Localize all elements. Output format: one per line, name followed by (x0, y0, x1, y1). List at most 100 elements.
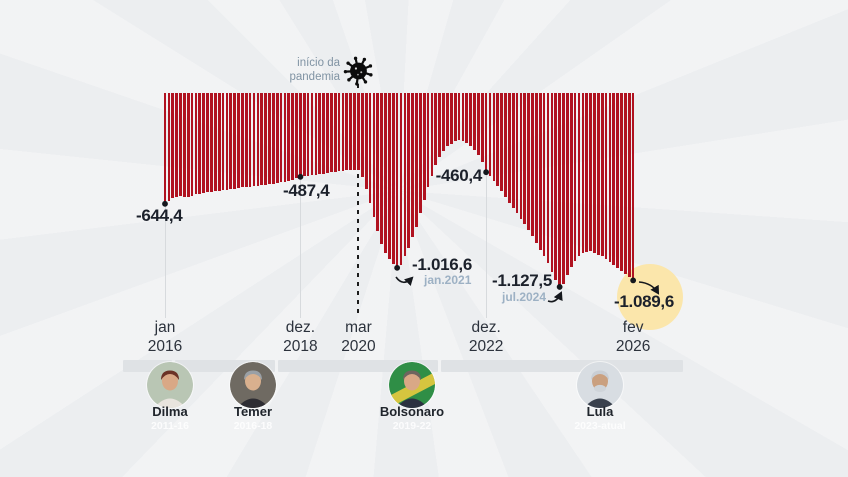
bar (167, 93, 171, 201)
x-tick-label: fev 2026 (585, 318, 681, 356)
president-photo (147, 362, 193, 408)
value-label: -1.016,6 (412, 255, 472, 274)
bar (538, 93, 542, 250)
bar (446, 93, 449, 147)
bar (589, 93, 592, 252)
bar (186, 93, 190, 198)
bar (484, 93, 488, 173)
bar (554, 93, 558, 280)
bar (213, 93, 217, 192)
bar (384, 93, 387, 253)
tick-year: 2022 (468, 338, 504, 355)
bar (287, 93, 291, 181)
bar (566, 93, 569, 276)
x-tick-label: dez. 2018 (252, 318, 348, 356)
bar (279, 93, 283, 183)
bar (376, 93, 380, 231)
value-label: -1.089,6 (614, 292, 674, 311)
bar (627, 93, 631, 278)
president-avatar (230, 362, 276, 408)
x-tick-label: jan 2016 (117, 318, 213, 356)
bar (480, 93, 484, 162)
bar (488, 93, 492, 176)
bar (171, 93, 175, 198)
data-point-dot (394, 264, 401, 271)
bar (182, 93, 186, 197)
bar (504, 93, 507, 198)
bar (333, 93, 337, 172)
president-name: Lula (586, 404, 614, 419)
bar (585, 93, 589, 253)
bar (268, 93, 271, 185)
data-point-dot (483, 169, 490, 176)
bar (558, 93, 561, 287)
president-avatar (577, 362, 623, 408)
tick-month: dez. (471, 319, 501, 336)
bar (256, 93, 260, 186)
bar (631, 93, 635, 281)
bar (419, 93, 422, 214)
bar (248, 93, 252, 187)
bar (624, 93, 627, 274)
bar (461, 93, 465, 141)
bar (546, 93, 550, 264)
bar (306, 93, 310, 176)
bar (322, 93, 325, 174)
tick-year: 2016 (147, 338, 183, 355)
bar (434, 93, 438, 166)
bar (430, 93, 434, 176)
bar (380, 93, 383, 245)
president-avatar (389, 362, 435, 408)
president-name: Bolsonaro (379, 404, 445, 419)
bar (175, 93, 178, 198)
bar (492, 93, 496, 181)
bar (469, 93, 472, 146)
president-photo (389, 362, 435, 408)
bar (581, 93, 585, 253)
bar (519, 93, 523, 219)
value-sublabel: jul.2024 (502, 290, 547, 304)
pandemic-label-line2: pandemia (289, 70, 340, 83)
president-photo (230, 362, 276, 408)
bar (349, 93, 353, 171)
bar (577, 93, 581, 257)
president-term: 2011-16 (151, 420, 189, 432)
curved-arrow (395, 276, 414, 287)
pandemic-label-line1: início da (297, 57, 340, 69)
pandemic-label: início da pandemia (240, 57, 340, 84)
president-avatar (147, 362, 193, 408)
bar (190, 93, 194, 196)
bar (163, 93, 167, 204)
x-tick-label: mar 2020 (310, 318, 406, 356)
bar (391, 93, 395, 265)
bar (515, 93, 519, 214)
bar (217, 93, 221, 191)
bar (241, 93, 244, 188)
bar (593, 93, 596, 253)
x-tick-label: dez. 2022 (438, 318, 534, 356)
bar (264, 93, 267, 185)
bar (573, 93, 577, 261)
bar (542, 93, 546, 257)
bar (318, 93, 322, 175)
president-name: Temer (233, 404, 273, 419)
bar (360, 93, 364, 178)
bar (535, 93, 538, 243)
bar (364, 93, 368, 190)
gridline (485, 93, 487, 318)
bar (477, 93, 480, 155)
value-label: -487,4 (283, 181, 330, 200)
president-photo (577, 362, 623, 408)
bar (295, 93, 298, 179)
bar (453, 93, 457, 142)
bar (395, 93, 399, 268)
value-label: -460,4 (435, 166, 483, 185)
bar (550, 93, 554, 272)
bar (221, 93, 225, 191)
bar (388, 93, 391, 259)
bar (260, 93, 264, 186)
bar (523, 93, 527, 225)
bar (457, 93, 461, 140)
bar (275, 93, 279, 184)
